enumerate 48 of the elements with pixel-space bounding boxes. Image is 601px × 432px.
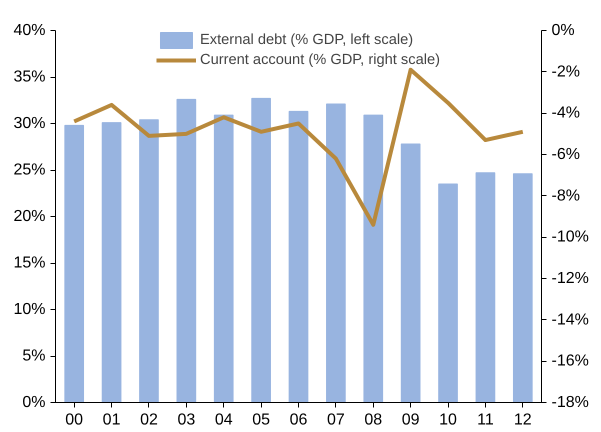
bar xyxy=(438,183,458,402)
x-tick-label: 03 xyxy=(177,412,196,428)
x-tick-label: 04 xyxy=(214,412,233,428)
bar xyxy=(176,98,196,402)
bar xyxy=(512,173,533,402)
x-tick-label: 00 xyxy=(65,412,84,428)
x-tick-label: 07 xyxy=(326,412,345,428)
bar xyxy=(64,124,84,402)
legend-label: External debt (% GDP, left scale) xyxy=(200,32,414,48)
bar xyxy=(400,143,420,402)
y2-tick-label: -14% xyxy=(552,311,589,328)
x-tick-label: 12 xyxy=(514,412,532,428)
x-tick-label: 10 xyxy=(439,412,458,428)
y2-tick-label: -4% xyxy=(552,104,580,122)
bar xyxy=(326,103,346,402)
x-tick-label: 01 xyxy=(102,412,121,428)
y2-tick-label: -8% xyxy=(552,187,580,204)
y-tick-label: 5% xyxy=(22,348,46,364)
y-tick-label: 15% xyxy=(13,254,46,272)
y-tick-label: 10% xyxy=(13,301,46,318)
y2-tick-label: -10% xyxy=(552,228,589,246)
y2-tick-label: -12% xyxy=(552,270,589,287)
y2-tick-label: -18% xyxy=(552,394,589,411)
x-tick-label: 11 xyxy=(477,412,494,428)
y2-tick-label: -6% xyxy=(552,146,580,163)
y-tick-label: 20% xyxy=(13,208,46,225)
bar xyxy=(102,122,122,402)
bar xyxy=(476,172,496,402)
y-tick-label: 0% xyxy=(22,394,46,411)
bar xyxy=(363,114,384,402)
bar xyxy=(214,114,234,402)
x-tick-label: 05 xyxy=(252,412,270,428)
bar xyxy=(251,98,271,402)
y2-tick-label: -2% xyxy=(552,63,580,80)
line-series xyxy=(72,68,525,227)
legend-label: Current account (% GDP, right scale) xyxy=(200,52,440,68)
x-tick-label: 09 xyxy=(402,412,420,428)
y-tick-label: 30% xyxy=(13,115,46,132)
y2-tick-label: 0% xyxy=(552,22,575,39)
bar xyxy=(288,110,308,402)
y-tick-label: 40% xyxy=(13,22,46,39)
bar xyxy=(139,119,159,402)
x-tick-label: 08 xyxy=(364,412,382,428)
y-tick-label: 35% xyxy=(13,68,46,86)
y-tick-label: 25% xyxy=(13,162,46,178)
x-tick-label: 02 xyxy=(140,412,158,428)
y2-tick-label: -16% xyxy=(552,352,589,370)
x-tick-label: 06 xyxy=(290,412,308,428)
